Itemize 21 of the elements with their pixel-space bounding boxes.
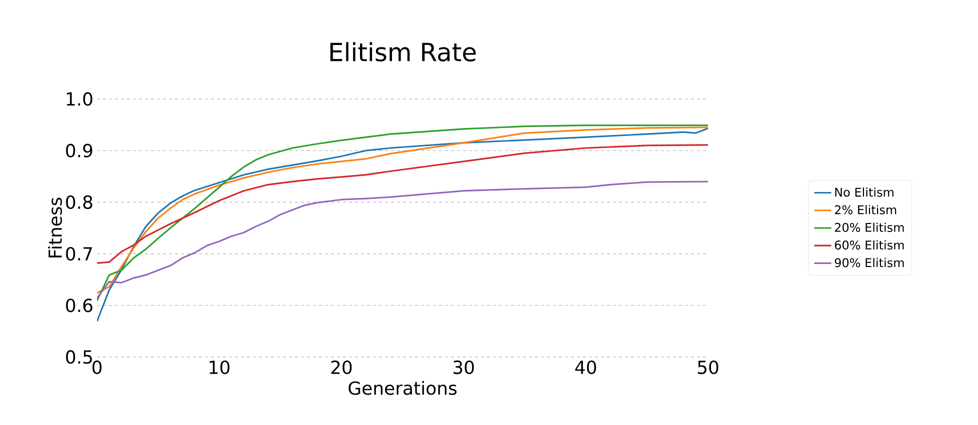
- y-tick-label: 0.8: [66, 195, 92, 209]
- x-tick-label: 50: [698, 360, 718, 374]
- y-axis-title: Fitness: [48, 198, 62, 258]
- y-tick-label: 0.6: [66, 298, 92, 312]
- y-tick-label: 0.7: [66, 246, 92, 261]
- y-tick-label: 0.5: [66, 350, 92, 364]
- x-tick-label: 10: [210, 360, 230, 374]
- y-tick-label: 1.0: [66, 92, 92, 106]
- line-series: [97, 180, 708, 299]
- chart-title: Elitism Rate: [330, 42, 476, 62]
- legend-label: No Elitism: [835, 187, 894, 197]
- legend-label: 60% Elitism: [834, 240, 904, 250]
- legend-label: 90% Elitism: [834, 258, 904, 268]
- legend-label: 20% Elitism: [834, 222, 904, 232]
- x-axis-title: Generations: [348, 381, 457, 395]
- y-tick-label: 0.9: [66, 144, 92, 158]
- x-tick-label: 0: [92, 360, 102, 374]
- x-tick-label: 40: [575, 360, 596, 374]
- x-tick-label: 30: [454, 360, 474, 374]
- legend-label: 2% Elitism: [834, 205, 896, 214]
- x-tick-label: 20: [331, 360, 352, 374]
